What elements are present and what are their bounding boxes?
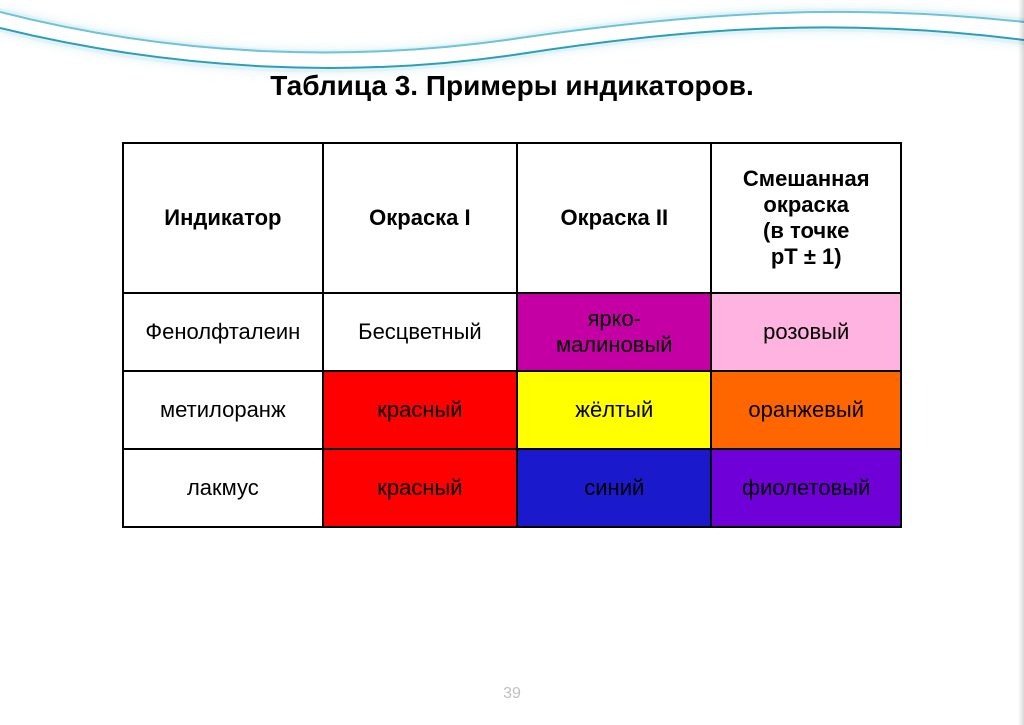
table-cell: розовый (711, 293, 901, 371)
table-cell: синий (517, 449, 711, 527)
col-color-1: Окраска I (323, 143, 517, 293)
table-cell: метилоранж (123, 371, 323, 449)
table-cell: ярко-малиновый (517, 293, 711, 371)
table-cell: Фенолфталеин (123, 293, 323, 371)
table-cell: красный (323, 449, 517, 527)
indicators-table: Индикатор Окраска I Окраска II Смешанная… (122, 142, 902, 528)
table-row: метилоранжкрасныйжёлтыйоранжевый (123, 371, 901, 449)
col-indicator: Индикатор (123, 143, 323, 293)
table-body: ФенолфталеинБесцветныйярко-малиновыйрозо… (123, 293, 901, 527)
table-cell: Бесцветный (323, 293, 517, 371)
table-header-row: Индикатор Окраска I Окраска II Смешанная… (123, 143, 901, 293)
table-cell: лакмус (123, 449, 323, 527)
col-color-mix: Смешанная окраска(в точкерТ ± 1) (711, 143, 901, 293)
table-cell: фиолетовый (711, 449, 901, 527)
table-cell: красный (323, 371, 517, 449)
table-cell: оранжевый (711, 371, 901, 449)
table-cell: жёлтый (517, 371, 711, 449)
page-number: 39 (0, 685, 1024, 703)
table-row: лакмускрасныйсинийфиолетовый (123, 449, 901, 527)
slide-title: Таблица 3. Примеры индикаторов. (0, 70, 1024, 102)
table-row: ФенолфталеинБесцветныйярко-малиновыйрозо… (123, 293, 901, 371)
col-color-2: Окраска II (517, 143, 711, 293)
